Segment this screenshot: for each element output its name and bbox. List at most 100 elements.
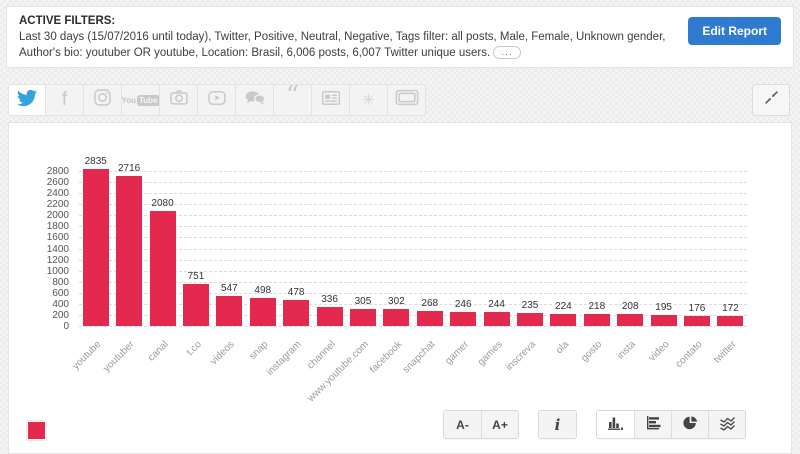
bar-value-label: 195 bbox=[655, 302, 672, 313]
bar-inscreva[interactable]: 235 bbox=[516, 300, 543, 326]
bar-video[interactable]: 195 bbox=[650, 302, 677, 326]
filters-expand-button[interactable]: ... bbox=[493, 46, 521, 60]
bar-insta[interactable]: 208 bbox=[617, 301, 644, 326]
bar-www.youtube.com[interactable]: 305 bbox=[349, 296, 376, 326]
gridline bbox=[79, 259, 747, 261]
bar-value-label: 336 bbox=[321, 294, 338, 305]
bar-instagram[interactable]: 478 bbox=[283, 287, 310, 326]
bar-games[interactable]: 244 bbox=[483, 299, 510, 326]
y-axis-tick: 0 bbox=[63, 321, 69, 332]
line-chart-button[interactable] bbox=[708, 411, 745, 438]
bar-slot: 547 bbox=[213, 171, 246, 326]
pie-chart-button[interactable] bbox=[671, 411, 708, 438]
gridline bbox=[79, 182, 747, 184]
bar-slot: 268 bbox=[413, 171, 446, 326]
x-label-slot: canal bbox=[146, 331, 179, 401]
font-larger-button[interactable]: A+ bbox=[481, 411, 518, 438]
channel-tab-news[interactable] bbox=[312, 84, 350, 116]
channel-tab-instagram[interactable] bbox=[84, 84, 122, 116]
bar-value-label: 302 bbox=[388, 296, 405, 307]
bar-slot: 235 bbox=[513, 171, 546, 326]
x-axis-label: twitter bbox=[711, 339, 739, 366]
bar-slot: 751 bbox=[179, 171, 212, 326]
bar-value-label: 751 bbox=[187, 271, 205, 282]
x-label-slot: videos bbox=[209, 331, 246, 401]
filters-line-1: Last 30 days (15/07/2016 until today), T… bbox=[19, 31, 666, 43]
x-label-slot: youtuber bbox=[102, 331, 145, 401]
bar-videos[interactable]: 547 bbox=[216, 283, 243, 326]
bar-gamer[interactable]: 246 bbox=[450, 299, 477, 326]
chart-x-axis: youtube youtuber canal t.co videos snap instag… bbox=[71, 331, 747, 404]
filters-line-2: Author's bio: youtuber OR youtube, Locat… bbox=[19, 45, 781, 61]
font-size-group: A- A+ bbox=[443, 410, 519, 439]
youtube-icon: You Tube bbox=[122, 94, 159, 106]
bar-youtube[interactable]: 2835 bbox=[82, 156, 109, 326]
chart-panel: 0 200 400 600 800 1000 1200 1400 1600 1800 2000 220… bbox=[8, 122, 792, 454]
info-button[interactable]: i bbox=[539, 411, 576, 438]
bar-channel[interactable]: 336 bbox=[316, 294, 343, 326]
bar-snapchat[interactable]: 268 bbox=[416, 298, 443, 326]
bar-value-label: 478 bbox=[287, 287, 305, 298]
videos-icon bbox=[207, 88, 227, 113]
bar-value-label: 305 bbox=[354, 296, 372, 307]
x-axis-label: youtube bbox=[70, 339, 104, 372]
x-axis-label: insta bbox=[615, 339, 638, 362]
y-axis-tick: 200 bbox=[52, 309, 69, 321]
x-label-slot: snapchat bbox=[401, 331, 446, 401]
x-label-slot: ola bbox=[547, 331, 580, 401]
y-axis-tick: 1400 bbox=[46, 243, 69, 255]
x-label-slot: insta bbox=[614, 331, 647, 401]
bar-t.co[interactable]: 751 bbox=[182, 271, 209, 326]
bar-slot: 244 bbox=[480, 171, 513, 326]
gridline bbox=[79, 248, 747, 250]
bar-slot: 172 bbox=[714, 171, 747, 326]
channel-tabs: f You Tube “ ✳ bbox=[8, 84, 426, 116]
line-chart-icon bbox=[719, 415, 736, 434]
bar-facebook[interactable]: 302 bbox=[383, 296, 410, 326]
bar-contato[interactable]: 176 bbox=[684, 303, 711, 326]
facebook-icon: f bbox=[61, 89, 68, 110]
channel-tab-facebook[interactable]: f bbox=[46, 84, 84, 116]
x-axis-label: canal bbox=[145, 339, 171, 364]
bar-slot: 2835 bbox=[79, 156, 112, 326]
bar-youtuber[interactable]: 2716 bbox=[116, 163, 143, 326]
tickets-icon bbox=[395, 89, 419, 111]
channel-tab-videos[interactable] bbox=[198, 84, 236, 116]
photos-icon bbox=[169, 88, 189, 113]
legend-swatch[interactable] bbox=[26, 420, 47, 441]
bar-slot: 305 bbox=[346, 171, 379, 326]
channel-tab-quotes[interactable]: “ bbox=[274, 84, 312, 116]
bar-chart-button[interactable] bbox=[634, 411, 671, 438]
column-chart-button[interactable] bbox=[597, 411, 634, 438]
bar-slot: 478 bbox=[279, 171, 312, 326]
bar-slot: 195 bbox=[647, 171, 680, 326]
x-label-slot: contato bbox=[674, 331, 713, 401]
active-filters-panel: ACTIVE FILTERS: Last 30 days (15/07/2016… bbox=[6, 6, 794, 68]
collapse-button[interactable] bbox=[752, 84, 790, 116]
bar-chart-icon bbox=[645, 415, 662, 434]
channel-tab-youtube[interactable]: You Tube bbox=[122, 84, 160, 116]
chart-type-group bbox=[596, 410, 746, 439]
channel-tab-twitter[interactable] bbox=[8, 84, 46, 116]
edit-report-button[interactable]: Edit Report bbox=[688, 17, 781, 45]
bar-snap[interactable]: 498 bbox=[249, 285, 276, 326]
channel-tab-photos[interactable] bbox=[160, 84, 198, 116]
y-axis-tick: 400 bbox=[52, 298, 69, 310]
font-smaller-button[interactable]: A- bbox=[444, 411, 481, 438]
y-axis-tick: 2600 bbox=[46, 177, 69, 189]
y-axis-tick: 1000 bbox=[46, 265, 69, 277]
bar-slot: 208 bbox=[614, 171, 647, 326]
column-chart-icon bbox=[607, 415, 624, 434]
channel-tab-forums[interactable]: ✳ bbox=[350, 84, 388, 116]
bar-slot: 336 bbox=[313, 171, 346, 326]
y-axis-tick: 1600 bbox=[46, 232, 69, 244]
x-label-slot: video bbox=[647, 331, 680, 401]
y-axis-tick: 800 bbox=[52, 276, 69, 288]
bar-gosto[interactable]: 218 bbox=[583, 301, 610, 326]
bar-canal[interactable]: 2080 bbox=[149, 198, 176, 326]
channel-tab-tickets[interactable] bbox=[388, 84, 426, 116]
bar-ola[interactable]: 224 bbox=[550, 301, 577, 326]
bar-twitter[interactable]: 172 bbox=[717, 303, 744, 326]
x-axis-label: snap bbox=[247, 339, 271, 363]
channel-tab-comments[interactable] bbox=[236, 84, 274, 116]
